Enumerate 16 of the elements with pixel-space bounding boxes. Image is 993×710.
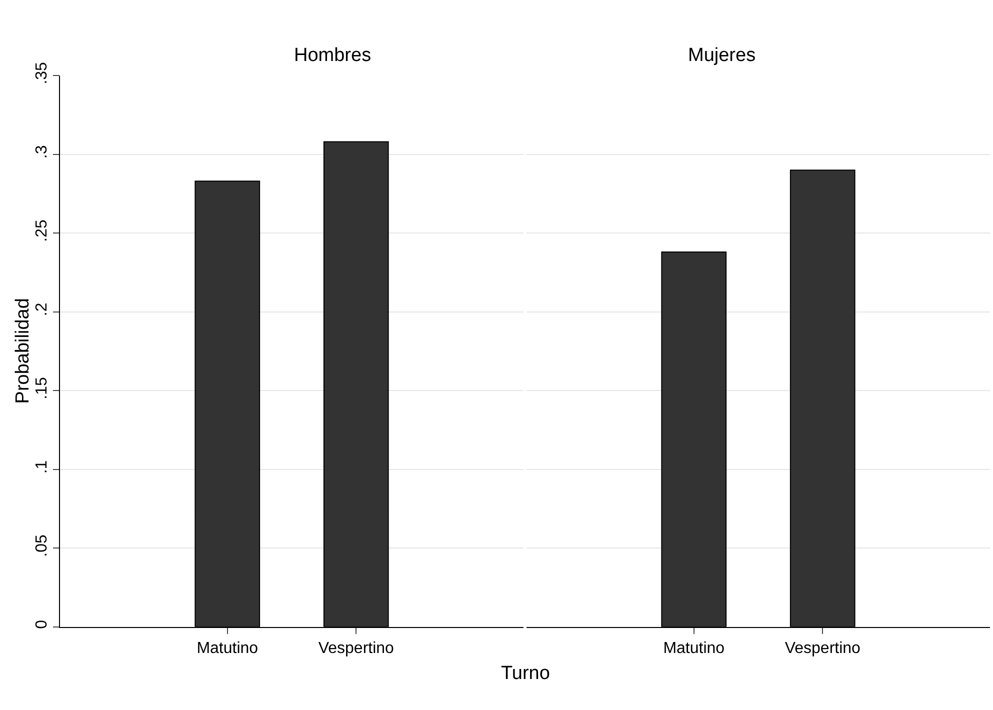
y-tick-label: .1 — [34, 460, 51, 474]
y-tick-label: .05 — [34, 534, 51, 557]
y-tick-label: .35 — [34, 62, 51, 84]
x-tick-label: Vespertino — [784, 640, 861, 658]
chart-title: Hombres — [294, 45, 372, 66]
y-axis-title: Probabilidad — [12, 298, 34, 404]
x-axis-title: Turno — [501, 663, 550, 684]
y-tick-label: .2 — [34, 302, 51, 316]
x-tick-label: Vespertino — [318, 640, 394, 658]
x-tick-label: Matutino — [196, 640, 258, 658]
x-tick-label: Matutino — [663, 640, 725, 658]
chart-title: Mujeres — [688, 45, 756, 66]
y-tick-label: .25 — [34, 219, 51, 242]
y-tick-label: 0 — [34, 620, 51, 629]
y-tick-label: .3 — [34, 145, 51, 159]
y-tick-label: .15 — [34, 376, 51, 400]
